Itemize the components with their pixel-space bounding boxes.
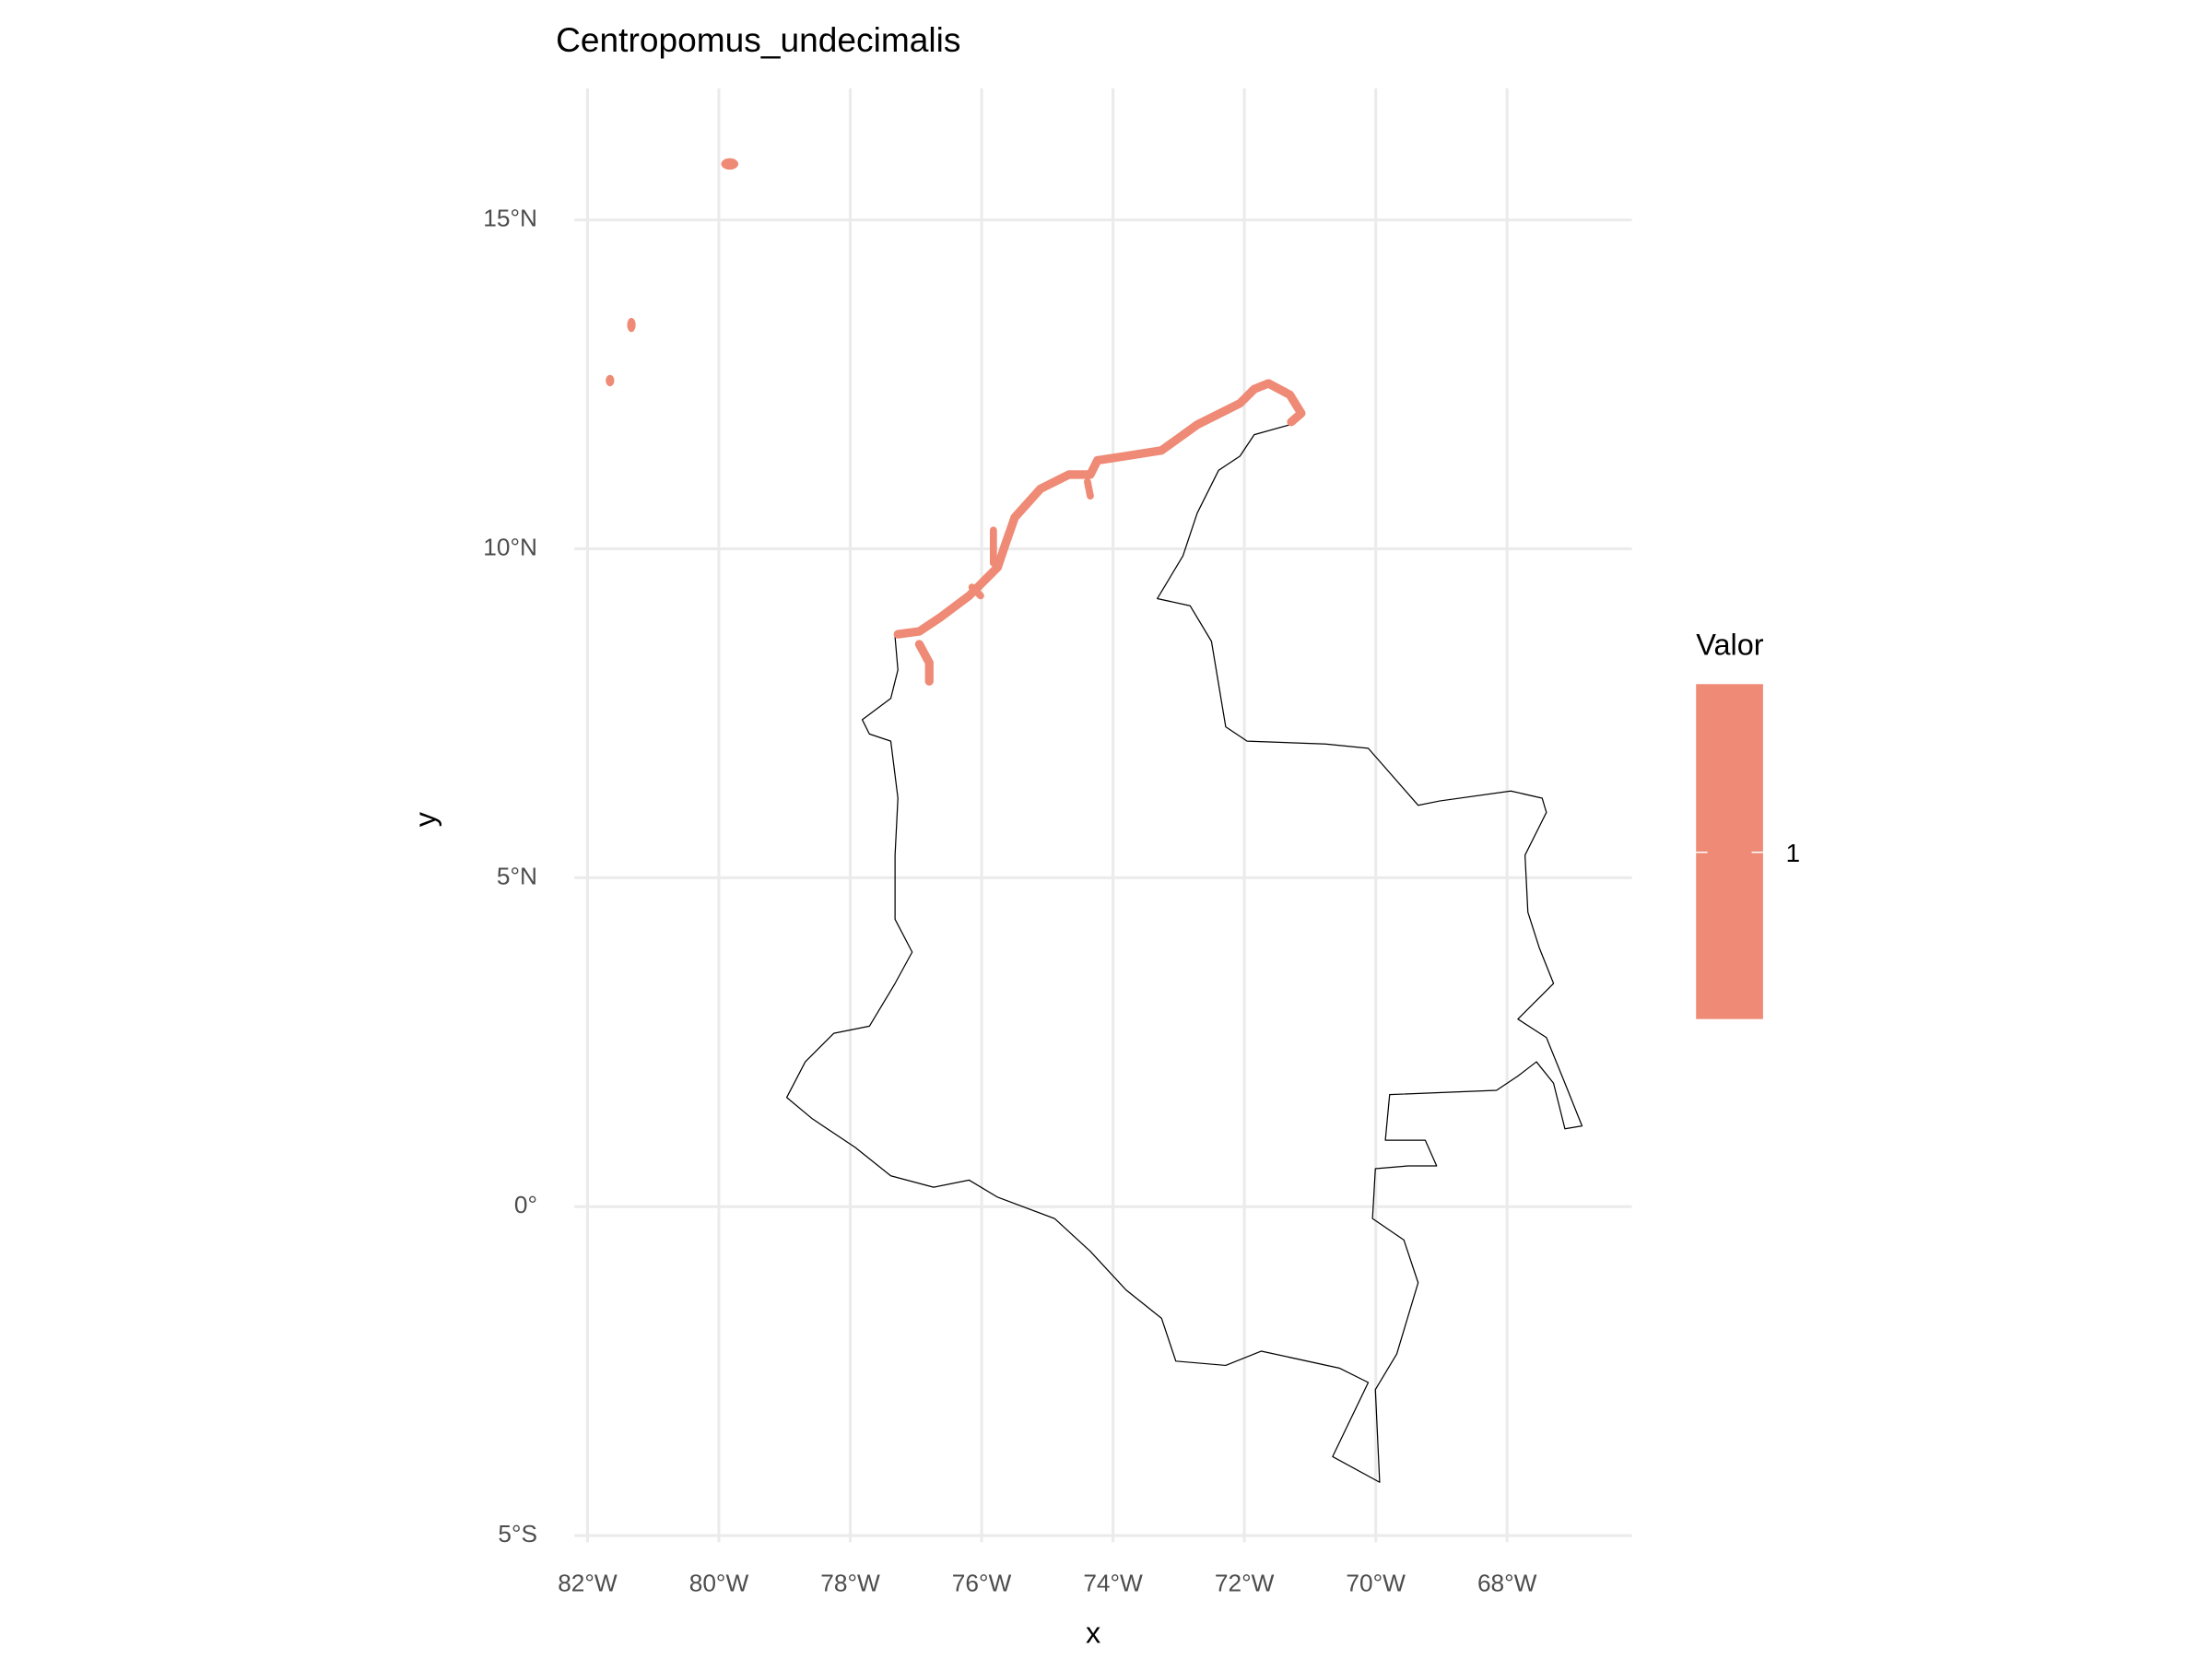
- x-tick-label: 68°W: [1477, 1570, 1537, 1597]
- x-axis-label: x: [1086, 1616, 1100, 1649]
- occurrence-coast: [914, 640, 934, 686]
- legend-label: 1: [1786, 839, 1800, 867]
- occurrence-island: [606, 374, 615, 387]
- x-tick-label: 76°W: [952, 1570, 1012, 1597]
- y-tick-label: 5°N: [497, 862, 537, 889]
- chart-title: Centropomus_undecimalis: [556, 20, 960, 59]
- y-tick-label: 10°N: [483, 533, 537, 560]
- occurrence-coast: [893, 379, 1306, 639]
- x-tick-label: 82°W: [558, 1570, 618, 1597]
- x-tick-label: 80°W: [689, 1570, 749, 1597]
- x-tick-label: 74°W: [1083, 1570, 1143, 1597]
- grid: [574, 88, 1632, 1543]
- x-tick-label: 72°W: [1215, 1570, 1275, 1597]
- occurrence-raster: [606, 158, 1306, 686]
- occurrence-island: [721, 158, 739, 171]
- y-tick-label: 0°: [514, 1191, 537, 1218]
- occurrence-coast: [968, 477, 1094, 600]
- legend-title: Valor: [1696, 629, 1764, 662]
- y-axis-label: y: [408, 811, 441, 827]
- occurrence-island: [627, 317, 636, 333]
- x-tick-label: 70°W: [1346, 1570, 1406, 1597]
- y-tick-label: 15°N: [483, 205, 537, 232]
- x-tick-label: 78°W: [820, 1570, 880, 1597]
- y-tick-label: 5°S: [498, 1520, 537, 1547]
